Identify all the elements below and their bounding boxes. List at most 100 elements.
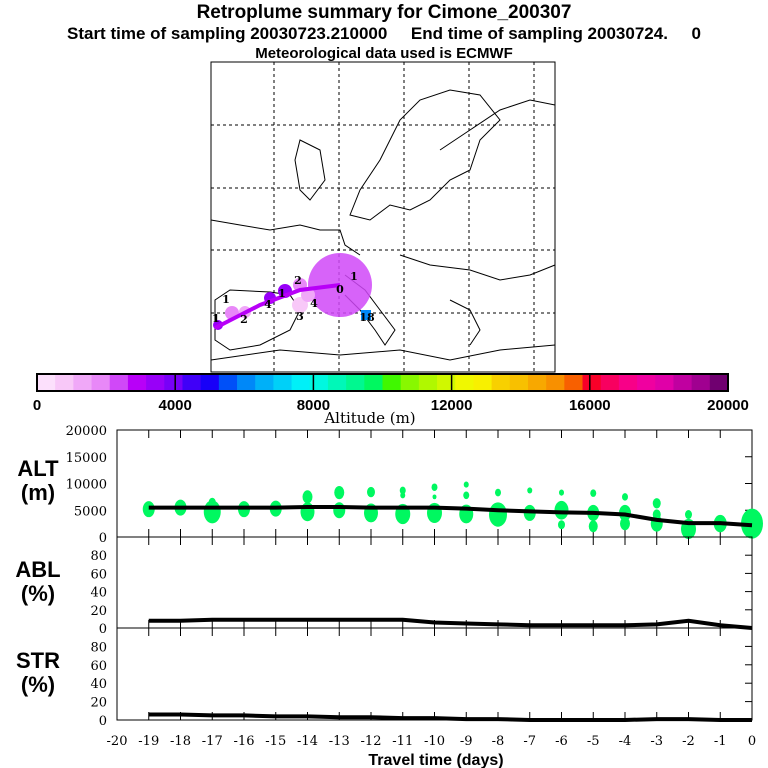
particle-cluster [302, 490, 313, 504]
particle-cluster [208, 497, 216, 507]
x-tick-label: -20 [107, 734, 128, 749]
colorbar-swatch [309, 374, 329, 391]
y-tick-label: 10000 [66, 478, 107, 493]
y-tick-label: 20 [90, 696, 107, 711]
colorbar-swatch [437, 374, 456, 391]
colorbar-swatch [400, 374, 420, 391]
x-tick-label: -4 [619, 734, 632, 749]
colorbar-swatch [673, 374, 693, 391]
particle-cluster [652, 509, 661, 520]
plume-trajectory [213, 253, 372, 330]
colorbar-swatch [509, 374, 529, 391]
panel-frame [116, 627, 753, 721]
y-tick-label: 60 [90, 567, 107, 582]
colorbar-tick-label: 20000 [707, 397, 749, 414]
x-tick-label: -2 [682, 734, 695, 749]
x-tick-label: -16 [234, 734, 255, 749]
colorbar-tick-label: 8000 [297, 397, 330, 414]
colorbar-swatch [418, 374, 438, 391]
colorbar-swatch [527, 374, 547, 391]
colorbar-swatch [546, 374, 565, 391]
map-gridlines [211, 62, 555, 372]
y-axis-label: (%) [21, 581, 55, 606]
x-tick-label: -6 [555, 734, 568, 749]
y-tick-label: 60 [90, 659, 107, 674]
particle-cluster [431, 483, 438, 492]
colorbar-swatch [600, 374, 620, 391]
colorbar-swatch [618, 374, 638, 391]
colorbar-swatch [91, 374, 111, 391]
x-tick-label: -12 [361, 734, 382, 749]
particle-cluster [559, 489, 564, 496]
time-series-panels: 05000100001500020000ALT(m)020406080ABL(%… [15, 424, 763, 768]
map-label: 2 [294, 274, 302, 287]
figure-title: Retroplume summary for Cimone_200307 [196, 2, 572, 23]
y-tick-label: 80 [90, 549, 107, 564]
y-tick-label: 80 [90, 640, 107, 655]
colorbar-swatch [255, 374, 274, 391]
particle-cluster [495, 488, 501, 497]
map-label: 4 [264, 298, 272, 311]
y-axis-label: (m) [21, 480, 55, 505]
x-tick-label: -14 [297, 734, 318, 749]
colorbar-swatch [582, 374, 602, 391]
particle-cluster [620, 517, 630, 531]
particle-cluster [554, 500, 569, 520]
panel-frame [116, 536, 753, 629]
x-tick-label: -3 [650, 734, 663, 749]
x-tick-label: -1 [714, 734, 727, 749]
series-line-abl [148, 617, 753, 630]
y-axis-label: STR [16, 648, 60, 673]
y-axis-label: (%) [21, 672, 55, 697]
y-tick-label: 5000 [74, 504, 107, 519]
series-line-alt [148, 505, 753, 528]
colorbar-swatch [327, 374, 347, 391]
map-label: 0 [336, 283, 344, 296]
particle-cluster [463, 491, 470, 500]
colorbar-swatch [455, 374, 474, 391]
colorbar-swatch [146, 374, 165, 391]
particle-cluster [590, 489, 597, 497]
series-line-str [148, 712, 752, 722]
colorbar-swatch [655, 374, 674, 391]
y-tick-label: 0 [99, 622, 107, 637]
x-tick-label: -19 [138, 734, 159, 749]
colorbar-swatch [291, 374, 311, 391]
x-tick-label: -18 [170, 734, 191, 749]
particle-cluster [489, 502, 507, 527]
x-tick-label: -5 [587, 734, 600, 749]
x-tick-label: -9 [460, 734, 473, 749]
colorbar-swatch [164, 374, 183, 391]
particle-cluster [622, 493, 628, 501]
particle-cluster [463, 481, 469, 488]
colorbar-swatch [382, 374, 402, 391]
particle-cluster [685, 510, 692, 520]
colorbar-tick-label: 12000 [431, 397, 473, 414]
x-tick-label: -11 [392, 734, 413, 749]
colorbar-swatch [237, 374, 256, 391]
map-label: 2 [240, 313, 248, 326]
particle-cluster [399, 486, 406, 495]
x-tick-label: 0 [748, 734, 756, 749]
map-label: 1 [222, 293, 230, 306]
map-coastlines [210, 89, 556, 361]
colorbar-swatch [364, 374, 383, 391]
sampling-times: Start time of sampling 20030723.210000 E… [66, 24, 701, 43]
map-label: 1 [278, 287, 286, 300]
panel-alt: 0 5000 10000 15000 20000 ALT(m) [17, 424, 763, 546]
particle-cluster [400, 492, 406, 499]
y-axis-label: ALT [17, 456, 59, 481]
map-label: 4 [310, 297, 318, 310]
colorbar-swatch [218, 374, 238, 391]
x-tick-label: -17 [202, 734, 223, 749]
particle-cluster [334, 485, 345, 500]
colorbar-swatch [127, 374, 147, 391]
colorbar-tick-label: 0 [33, 397, 41, 414]
colorbar-swatch [109, 374, 129, 391]
y-tick-label: 20000 [66, 424, 107, 439]
colorbar-swatch [55, 374, 74, 391]
y-axis-label: ABL [15, 557, 60, 582]
